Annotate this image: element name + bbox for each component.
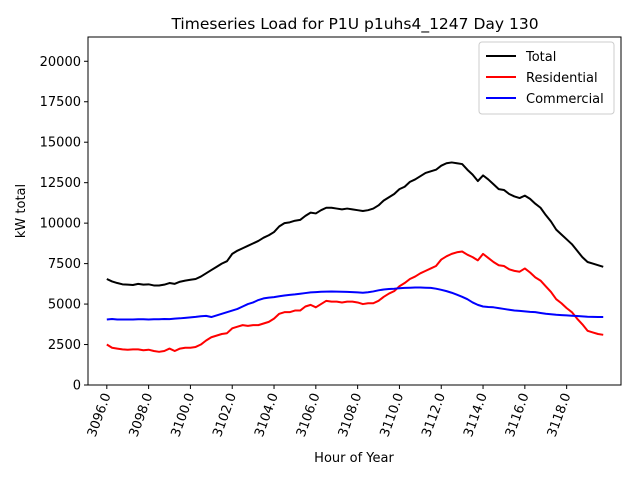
x-tick-label: 3116.0 [503, 391, 533, 439]
series-line-commercial [106, 286, 604, 321]
y-tick-label: 10000 [40, 217, 81, 232]
x-axis-ticks: 3096.0 3098.0 3100.0 3102.0 3104.0 3106.0 3108… [85, 385, 575, 439]
plot-frame [87, 36, 622, 386]
x-tick-label: 3102.0 [210, 391, 240, 439]
y-axis-label: kW total [14, 184, 29, 238]
x-tick-label: 3112.0 [419, 391, 449, 439]
y-axis-ticks: 0 2500 5000 7500 10000 12500 15000 17500 20000 [40, 55, 88, 394]
x-tick-label: 3108.0 [336, 391, 366, 439]
y-tick-label: 7500 [48, 257, 81, 272]
x-axis-label: Hour of Year [314, 451, 394, 466]
y-tick-label: 20000 [40, 55, 81, 70]
x-tick-label: 3114.0 [461, 391, 491, 439]
y-tick-label: 2500 [48, 338, 81, 353]
chart-title: Timeseries Load for P1U p1uhs4_1247 Day … [170, 15, 538, 34]
legend-label-total: Total [525, 50, 556, 65]
x-tick-label: 3110.0 [378, 391, 408, 439]
series-line-residential [106, 250, 604, 353]
x-tick-label: 3104.0 [252, 391, 282, 439]
x-tick-label: 3118.0 [545, 391, 575, 439]
x-tick-label: 3096.0 [85, 391, 115, 439]
y-tick-label: 12500 [40, 176, 81, 191]
x-tick-label: 3100.0 [169, 391, 199, 439]
y-tick-label: 15000 [40, 136, 81, 151]
series-line-total [106, 161, 604, 287]
x-tick-label: 3106.0 [294, 391, 324, 439]
y-tick-label: 17500 [40, 95, 81, 110]
legend-box [478, 41, 615, 115]
x-tick-label: 3098.0 [127, 391, 157, 439]
legend: Total Residential Commercial [478, 41, 615, 115]
legend-label-residential: Residential [526, 71, 598, 86]
plot-lines [106, 161, 604, 353]
y-tick-label: 0 [73, 379, 81, 394]
legend-label-commercial: Commercial [526, 92, 604, 107]
y-tick-label: 5000 [48, 298, 81, 313]
